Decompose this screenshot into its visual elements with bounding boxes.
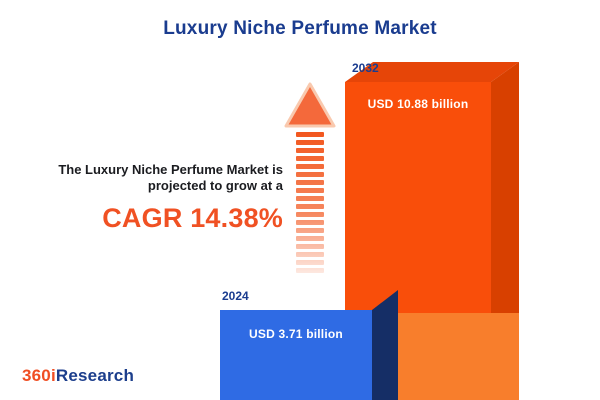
bar-2024-year-label: 2024 — [222, 289, 249, 303]
growth-arrow-stripes — [296, 132, 324, 273]
bar-2032-top-face — [345, 62, 519, 82]
brand-logo-suffix: Research — [55, 366, 135, 385]
brand-logo: 360iResearch — [22, 366, 134, 386]
bar-2032-value-label: USD 10.88 billion — [367, 97, 469, 111]
page-title: Luxury Niche Perfume Market — [163, 18, 437, 39]
growth-note: The Luxury Niche Perfume Market is proje… — [58, 162, 283, 235]
bar-2032-light-bottom — [398, 313, 519, 400]
cagr-value: CAGR 14.38% — [102, 202, 283, 233]
growth-arrow-head — [284, 82, 336, 128]
bar-2032-year-label: 2032 — [352, 61, 379, 75]
bar-2024-value-label: USD 3.71 billion — [249, 327, 343, 341]
growth-arrow-icon — [284, 82, 336, 273]
growth-note-line2: projected to grow at a — [147, 178, 283, 194]
bar-2024-front-face — [220, 310, 372, 400]
brand-logo-prefix: 360i — [22, 366, 56, 385]
bar-2024-side-face — [372, 290, 398, 400]
growth-note-line1: The Luxury Niche Perfume Market is — [58, 162, 283, 177]
